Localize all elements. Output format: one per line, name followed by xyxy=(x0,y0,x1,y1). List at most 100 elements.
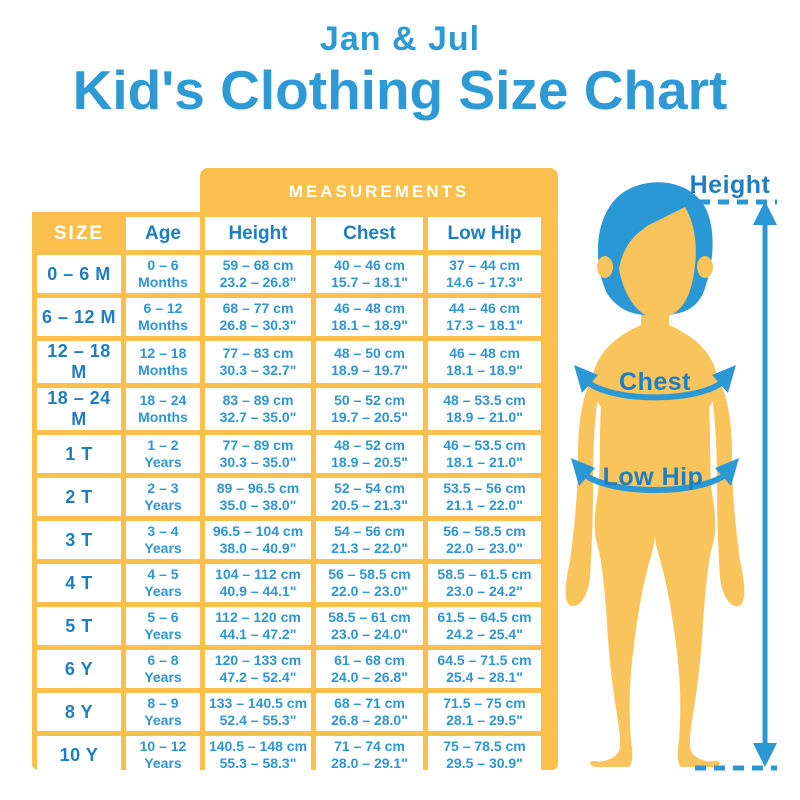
chest-cm: 68 – 71 cm xyxy=(334,694,405,711)
age-range: 18 – 24 xyxy=(139,391,187,408)
chest-cell: 50 – 52 cm 19.7 – 20.5" xyxy=(316,388,423,430)
age-unit: Months xyxy=(138,362,188,378)
age-cell: 5 – 6 Years xyxy=(126,607,200,645)
low-hip-arrowhead-right xyxy=(715,458,739,486)
table-header-row: SIZE Age Height Chest Low Hip xyxy=(37,217,541,250)
age-range: 4 – 5 xyxy=(147,565,179,582)
low-hip-cm: 75 – 78.5 cm xyxy=(443,737,526,754)
low-hip-cm: 48 – 53.5 cm xyxy=(443,391,526,408)
age-unit: Years xyxy=(144,626,182,642)
chest-cell: 40 – 46 cm 15.7 – 18.1" xyxy=(316,255,423,293)
height-in: 55.3 – 58.3" xyxy=(219,755,297,771)
column-header-height: Height xyxy=(205,217,311,250)
size-cell: 12 – 18 M xyxy=(37,341,121,383)
column-header-age: Age xyxy=(126,217,200,250)
height-in: 40.9 – 44.1" xyxy=(219,583,297,599)
height-cm: 83 – 89 cm xyxy=(222,391,294,408)
age-unit: Years xyxy=(144,583,182,599)
age-unit: Years xyxy=(144,540,182,556)
chest-cell: 52 – 54 cm 20.5 – 21.3" xyxy=(316,478,423,516)
height-in: 38.0 – 40.9" xyxy=(219,540,297,556)
chest-cm: 58.5 – 61 cm xyxy=(328,608,411,625)
chest-cell: 48 – 50 cm 18.9 – 19.7" xyxy=(316,341,423,383)
height-cell: 89 – 96.5 cm 35.0 – 38.0" xyxy=(205,478,311,516)
size-cell: 5 T xyxy=(37,607,121,645)
low-hip-label: Low Hip xyxy=(603,463,704,491)
height-label: Height xyxy=(690,171,771,199)
chest-cell: 56 – 58.5 cm 22.0 – 23.0" xyxy=(316,564,423,602)
table-row: 8 Y 8 – 9 Years 133 – 140.5 cm 52.4 – 55… xyxy=(37,693,541,731)
child-measurement-diagram: Height Chest Low Hip xyxy=(565,171,777,771)
low-hip-cell: 58.5 – 61.5 cm 23.0 – 24.2" xyxy=(428,564,541,602)
low-hip-cm: 53.5 – 56 cm xyxy=(443,479,526,496)
size-cell: 8 Y xyxy=(37,693,121,731)
low-hip-in: 18.1 – 21.0" xyxy=(446,454,523,470)
height-cell: 133 – 140.5 cm 52.4 – 55.3" xyxy=(205,693,311,731)
age-cell: 10 – 12 Years xyxy=(126,736,200,774)
table-row: 18 – 24 M 18 – 24 Months 83 – 89 cm 32.7… xyxy=(37,388,541,430)
age-cell: 12 – 18 Months xyxy=(126,341,200,383)
height-cell: 68 – 77 cm 26.8 – 30.3" xyxy=(205,298,311,336)
table-row: 0 – 6 M 0 – 6 Months 59 – 68 cm 23.2 – 2… xyxy=(37,255,541,293)
age-cell: 0 – 6 Months xyxy=(126,255,200,293)
height-arrowhead-down xyxy=(753,743,777,767)
height-in: 44.1 – 47.2" xyxy=(219,626,297,642)
page-title: Kid's Clothing Size Chart xyxy=(72,59,728,121)
chest-in: 18.1 – 18.9" xyxy=(331,317,408,333)
height-in: 32.7 – 35.0" xyxy=(219,409,297,425)
height-in: 30.3 – 32.7" xyxy=(219,362,297,378)
low-hip-cm: 64.5 – 71.5 cm xyxy=(437,651,532,668)
brand-title: Jan & Jul xyxy=(319,20,481,58)
age-cell: 4 – 5 Years xyxy=(126,564,200,602)
chest-cm: 61 – 68 cm xyxy=(334,651,405,668)
low-hip-cell: 56 – 58.5 cm 22.0 – 23.0" xyxy=(428,521,541,559)
low-hip-in: 18.1 – 18.9" xyxy=(446,362,523,378)
low-hip-in: 21.1 – 22.0" xyxy=(446,497,523,513)
age-cell: 2 – 3 Years xyxy=(126,478,200,516)
size-table: SIZE Age Height Chest Low Hip 0 – 6 M 0 … xyxy=(32,212,546,779)
chest-in: 20.5 – 21.3" xyxy=(331,497,408,513)
child-body xyxy=(590,305,720,767)
age-range: 8 – 9 xyxy=(147,694,179,711)
table-row: 4 T 4 – 5 Years 104 – 112 cm 40.9 – 44.1… xyxy=(37,564,541,602)
height-cell: 104 – 112 cm 40.9 – 44.1" xyxy=(205,564,311,602)
age-unit: Years xyxy=(144,497,182,513)
chest-in: 18.9 – 19.7" xyxy=(331,362,408,378)
age-range: 12 – 18 xyxy=(139,344,187,361)
age-unit: Years xyxy=(144,669,182,685)
age-cell: 8 – 9 Years xyxy=(126,693,200,731)
size-cell: 0 – 6 M xyxy=(37,255,121,293)
chest-in: 23.0 – 24.0" xyxy=(331,626,408,642)
low-hip-cm: 61.5 – 64.5 cm xyxy=(437,608,532,625)
age-range: 6 – 12 xyxy=(143,299,183,316)
low-hip-cm: 71.5 – 75 cm xyxy=(443,694,526,711)
height-in: 52.4 – 55.3" xyxy=(219,712,297,728)
chest-in: 28.0 – 29.1" xyxy=(331,755,408,771)
low-hip-in: 18.9 – 21.0" xyxy=(446,409,523,425)
child-arms xyxy=(565,371,745,607)
height-cm: 77 – 83 cm xyxy=(222,344,294,361)
low-hip-arrowhead-left xyxy=(571,458,595,486)
height-cell: 96.5 – 104 cm 38.0 – 40.9" xyxy=(205,521,311,559)
table-row: 6 Y 6 – 8 Years 120 – 133 cm 47.2 – 52.4… xyxy=(37,650,541,688)
table-row: 1 T 1 – 2 Years 77 – 89 cm 30.3 – 35.0" … xyxy=(37,435,541,473)
chest-in: 22.0 – 23.0" xyxy=(331,583,408,599)
chest-cell: 71 – 74 cm 28.0 – 29.1" xyxy=(316,736,423,774)
age-range: 6 – 8 xyxy=(147,651,179,668)
size-cell: 1 T xyxy=(37,435,121,473)
height-cm: 68 – 77 cm xyxy=(222,299,294,316)
low-hip-cell: 46 – 53.5 cm 18.1 – 21.0" xyxy=(428,435,541,473)
chest-in: 26.8 – 28.0" xyxy=(331,712,408,728)
age-range: 1 – 2 xyxy=(147,436,179,453)
size-cell: 6 – 12 M xyxy=(37,298,121,336)
age-cell: 18 – 24 Months xyxy=(126,388,200,430)
low-hip-arrow-arc xyxy=(579,469,731,494)
low-hip-in: 17.3 – 18.1" xyxy=(446,317,523,333)
chest-arrowhead-right xyxy=(712,365,736,393)
chest-arrowhead-left xyxy=(574,365,598,393)
chest-cell: 61 – 68 cm 24.0 – 26.8" xyxy=(316,650,423,688)
low-hip-in: 25.4 – 28.1" xyxy=(446,669,523,685)
low-hip-cm: 37 – 44 cm xyxy=(449,256,520,273)
height-cell: 59 – 68 cm 23.2 – 26.8" xyxy=(205,255,311,293)
height-cell: 77 – 89 cm 30.3 – 35.0" xyxy=(205,435,311,473)
